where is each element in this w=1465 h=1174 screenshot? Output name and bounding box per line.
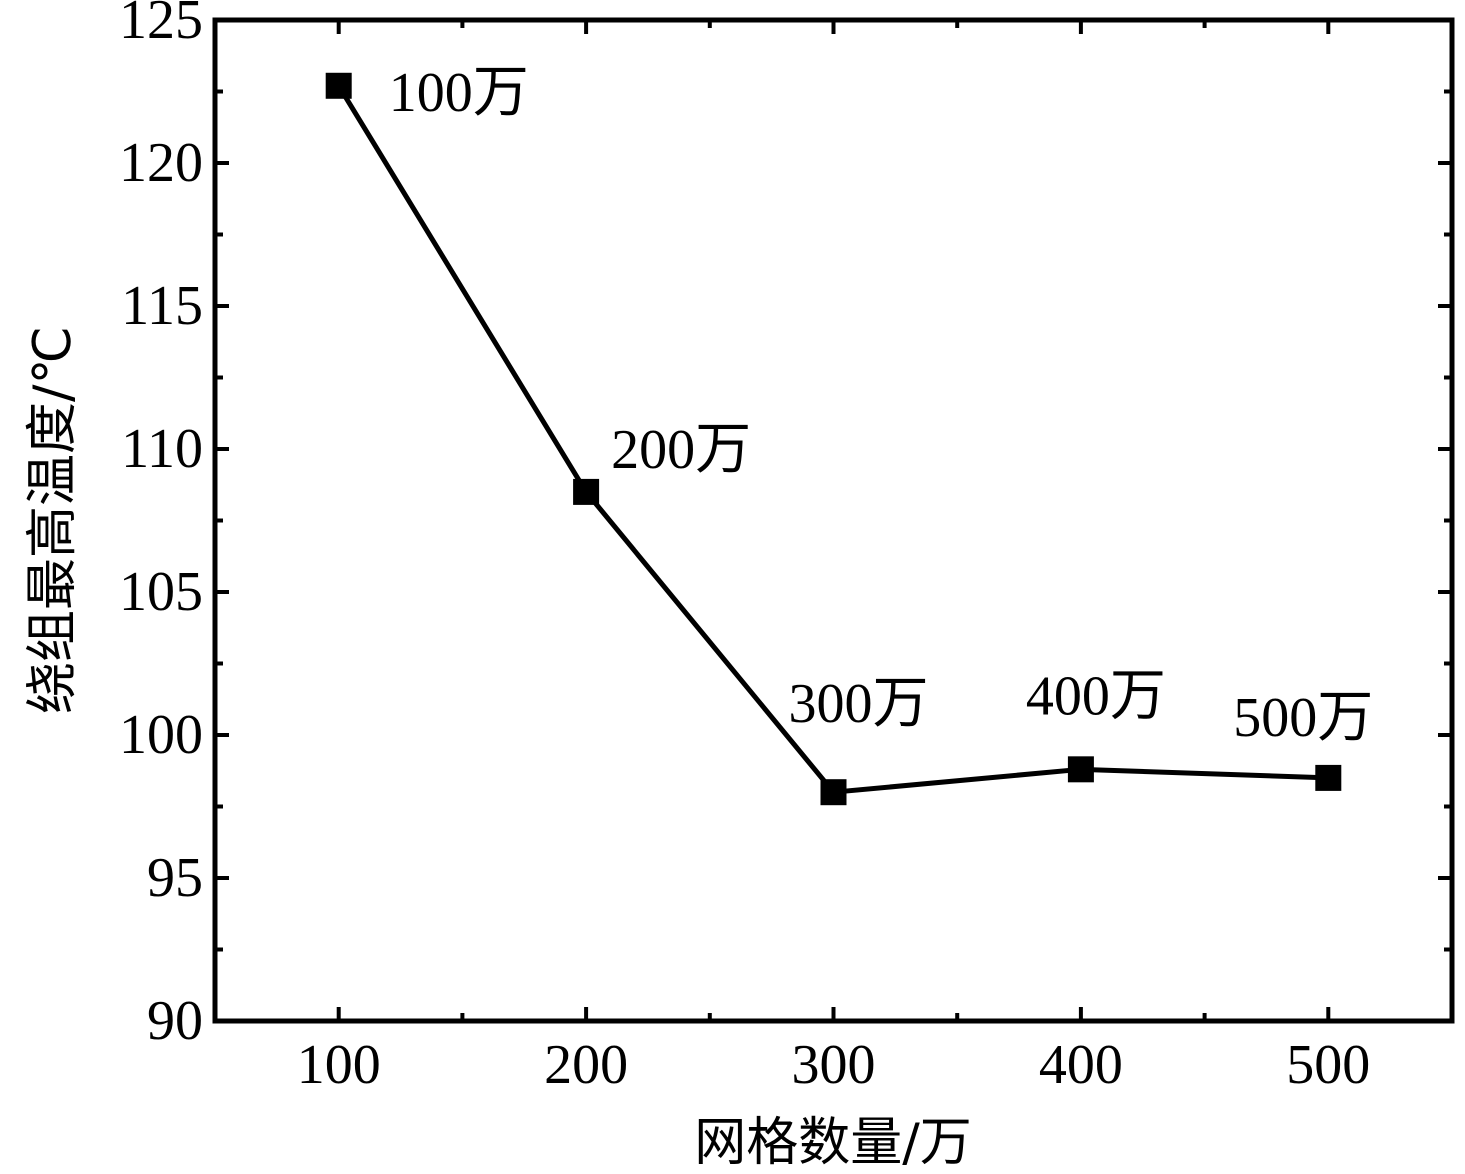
data-point-marker (573, 478, 600, 505)
y-tick-label: 90 (147, 990, 203, 1052)
x-tick-label: 200 (544, 1034, 628, 1096)
y-tick-label: 105 (119, 561, 203, 623)
data-point-label: 100万 (389, 62, 529, 124)
y-tick-label: 100 (119, 704, 203, 766)
data-point-label: 500万 (1233, 687, 1373, 749)
x-tick-label: 400 (1039, 1034, 1123, 1096)
y-axis-title: 绕组最高温度/℃ (23, 326, 83, 714)
y-tick-label: 95 (147, 847, 203, 909)
y-tick-label: 120 (119, 132, 203, 194)
x-axis-title: 网格数量/万 (694, 1113, 972, 1173)
y-tick-label: 110 (121, 418, 203, 480)
x-tick-label: 500 (1286, 1034, 1370, 1096)
data-point-marker (1315, 764, 1342, 791)
data-point-marker (820, 779, 847, 806)
data-point-label: 200万 (611, 419, 751, 481)
y-tick-label: 125 (119, 0, 203, 51)
data-point-label: 300万 (789, 673, 929, 735)
data-point-label: 400万 (1026, 665, 1166, 727)
tick-labels: 100 200 300 400 500 90 95 100 105 110 115 120 125 (119, 0, 1370, 1096)
data-point-marker (325, 72, 352, 99)
axis-ticks (215, 18, 1452, 1023)
x-tick-label: 300 (792, 1034, 876, 1096)
plot-frame (212, 17, 1455, 1024)
x-tick-label: 100 (297, 1034, 381, 1096)
point-labels: 100万 200万 300万 400万 500万 (389, 62, 1374, 749)
y-tick-label: 115 (121, 275, 203, 337)
data-markers (325, 72, 1342, 806)
data-point-marker (1067, 756, 1094, 783)
